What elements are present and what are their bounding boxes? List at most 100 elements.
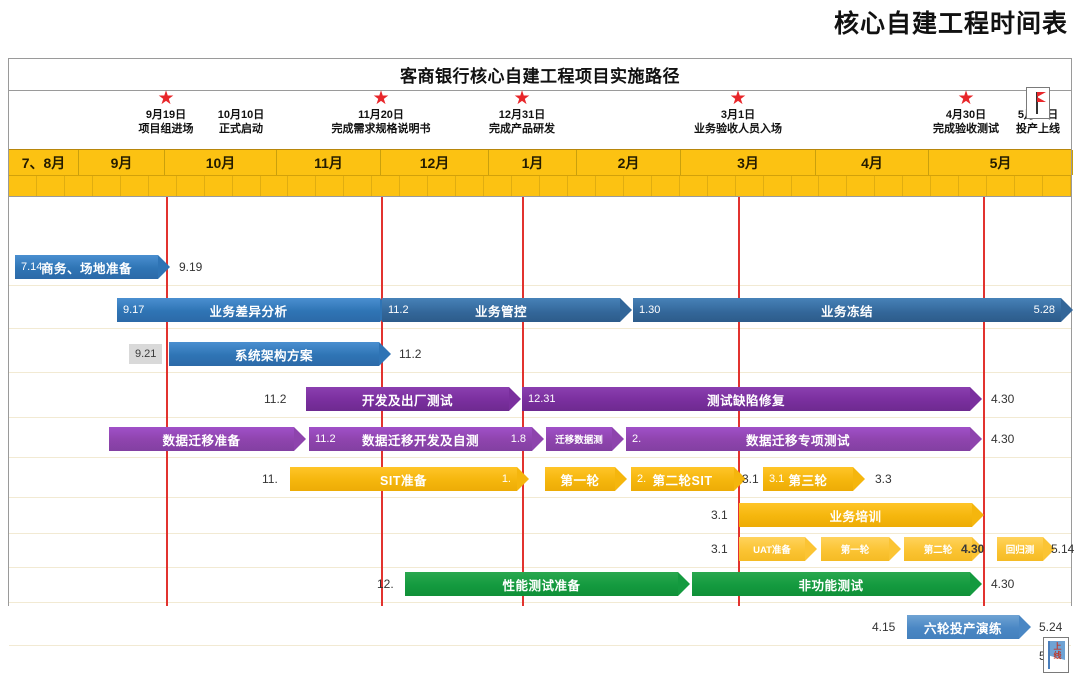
bar-end-date: 1. xyxy=(501,473,511,485)
go-live-label: 上线 xyxy=(1053,642,1062,660)
bar-body xyxy=(405,572,678,596)
month-cell-3: 10月 xyxy=(165,150,277,175)
bar-body xyxy=(631,467,734,491)
milestone-band: ★9月19日项目组进场★10月10日正式启动★11月20日完成需求规格说明书★1… xyxy=(9,87,1071,149)
gantt-bar-business-gap-analysis-3[interactable]: 1.30 5.28 业务冻结 xyxy=(633,298,1073,322)
milestone-gridline-1 xyxy=(166,197,168,606)
bar-label: 商务、场地准备 xyxy=(40,261,132,276)
bar-body xyxy=(109,427,294,451)
week-cell xyxy=(736,176,764,196)
page-title: 核心自建工程时间表 xyxy=(833,10,1068,38)
bar-body xyxy=(904,537,972,561)
bar-body xyxy=(546,427,612,451)
gantt-bar-sit-testing-4[interactable]: 3.1 第三轮 xyxy=(763,467,865,491)
gantt-chart: 客商银行核心自建工程项目实施路径 ★9月19日项目组进场★10月10日正式启动★… xyxy=(8,58,1074,673)
bar-start-date: 2. xyxy=(637,473,647,485)
week-cell xyxy=(456,176,485,196)
bar-label: 非功能测试 xyxy=(798,578,864,593)
gantt-bar-data-migration-4[interactable]: 2. 数据迁移专项测试 xyxy=(626,427,982,451)
row-divider xyxy=(9,285,1071,286)
bar-body xyxy=(15,255,158,279)
bar-label: 数据迁移准备 xyxy=(162,433,241,448)
bar-label: 数据迁移专项测试 xyxy=(745,433,850,448)
bar-start-date: 9.17 xyxy=(123,304,145,316)
bar-body xyxy=(309,427,532,451)
gantt-bar-dev-and-factory-test-1[interactable]: 开发及出厂测试 xyxy=(306,387,521,411)
chart-banner-text: 客商银行核心自建工程项目实施路径 xyxy=(400,67,680,86)
gantt-bar-business-site-prep-1[interactable]: 7.14 商务、场地准备 xyxy=(15,255,170,279)
gantt-bar-sit-testing-1[interactable]: 1. SIT准备 xyxy=(290,467,529,491)
milestone-date: 10月10日 xyxy=(217,109,265,121)
bar-body xyxy=(306,387,509,411)
bar-label: 业务差异分析 xyxy=(209,304,288,319)
gantt-bar-data-migration-3[interactable]: 迁移数据测 xyxy=(546,427,624,451)
gantt-bar-performance-testing-1[interactable]: 性能测试准备 xyxy=(405,572,690,596)
week-cell xyxy=(288,176,317,196)
milestone-label: 完成产品研发 xyxy=(489,123,555,135)
bar-label: 业务管控 xyxy=(474,304,527,319)
chart-banner: 客商银行核心自建工程项目实施路径 xyxy=(9,59,1071,91)
milestone-label: 完成需求规格说明书 xyxy=(331,123,431,135)
bar-start-date: 11.2 xyxy=(315,433,336,445)
week-cell xyxy=(65,176,93,196)
week-cell xyxy=(93,176,121,196)
bar-label: 六轮投产演练 xyxy=(923,621,1002,636)
week-cell xyxy=(708,176,736,196)
month-cell-7: 2月 xyxy=(577,150,681,175)
gantt-bar-uat-testing-1[interactable]: UAT准备 xyxy=(739,537,817,561)
bar-label: 性能测试准备 xyxy=(502,578,581,593)
milestone-6: ★ 4月30日 完成验收测试 xyxy=(891,89,1041,136)
week-cell xyxy=(9,176,37,196)
bar-body xyxy=(522,387,970,411)
bar-body xyxy=(545,467,615,491)
month-cell-1: 7、8月 xyxy=(9,150,79,175)
gantt-bar-business-training-1[interactable]: 业务培训 xyxy=(739,503,984,527)
bar-label: 业务冻结 xyxy=(820,304,873,319)
gantt-bar-uat-testing-3[interactable]: 第二轮 xyxy=(904,537,984,561)
week-cell xyxy=(177,176,205,196)
bar-start-date: 1.30 xyxy=(639,304,661,316)
month-cell-4: 11月 xyxy=(277,150,381,175)
milestone-5: ★ 3月1日 业务验收人员入场 xyxy=(663,89,813,136)
date-annotation: 4.30 xyxy=(991,432,1015,446)
gantt-bar-sit-testing-3[interactable]: 2. 第二轮SIT xyxy=(631,467,746,491)
gantt-bar-data-migration-2[interactable]: 11.2 1.8 数据迁移开发及自测 xyxy=(309,427,544,451)
bar-label: 第三轮 xyxy=(788,473,828,488)
gantt-bar-business-gap-analysis-1[interactable]: 9.17 业务差异分析 xyxy=(117,298,392,322)
bar-start-date: 7.14 xyxy=(21,261,43,273)
gantt-bar-sit-testing-2[interactable]: 第一轮 xyxy=(545,467,627,491)
timeline-page: 核心自建工程时间表 客商银行核心自建工程项目实施路径 ★9月19日项目组进场★1… xyxy=(8,10,1074,673)
gantt-bar-business-gap-analysis-2[interactable]: 11.2 业务管控 xyxy=(382,298,632,322)
bar-label: 第一轮 xyxy=(560,473,600,488)
bar-body xyxy=(739,537,805,561)
date-annotation: 3.3 xyxy=(875,472,892,486)
red-flag-icon xyxy=(1026,87,1050,119)
gantt-bar-uat-testing-2[interactable]: 第一轮 xyxy=(821,537,901,561)
date-annotation: 12. xyxy=(377,577,394,591)
milestone-date: 11月20日 xyxy=(358,109,404,121)
week-cell xyxy=(1043,176,1071,196)
week-cell xyxy=(540,176,568,196)
gantt-bar-uat-testing-4[interactable]: 回归测 xyxy=(997,537,1055,561)
month-cell-9: 4月 xyxy=(816,150,929,175)
gantt-bar-system-architecture-1[interactable]: 系统架构方案 xyxy=(169,342,391,366)
week-cell xyxy=(959,176,988,196)
week-cell xyxy=(372,176,401,196)
week-cell xyxy=(512,176,540,196)
milestone-1: ★ 9月19日 项目组进场 xyxy=(91,89,241,136)
bar-label: 测试缺陷修复 xyxy=(706,393,785,408)
week-cell xyxy=(1015,176,1044,196)
month-cell-6: 1月 xyxy=(489,150,577,175)
date-annotation: 11. xyxy=(262,472,278,486)
gantt-bar-performance-testing-2[interactable]: 非功能测试 xyxy=(692,572,982,596)
date-annotation: 3.1 xyxy=(711,542,728,556)
gantt-bar-go-live-rehearsal-1[interactable]: 六轮投产演练 xyxy=(907,615,1031,639)
gantt-bar-dev-and-factory-test-2[interactable]: 12.31 测试缺陷修复 xyxy=(522,387,982,411)
go-live-flag-icon: 上线 xyxy=(1043,637,1069,673)
gantt-bar-data-migration-1[interactable]: 数据迁移准备 xyxy=(109,427,306,451)
week-cell xyxy=(819,176,848,196)
week-cell xyxy=(903,176,932,196)
week-cell xyxy=(792,176,820,196)
bar-start-date: 12.31 xyxy=(528,393,556,405)
week-header-row xyxy=(9,176,1071,197)
